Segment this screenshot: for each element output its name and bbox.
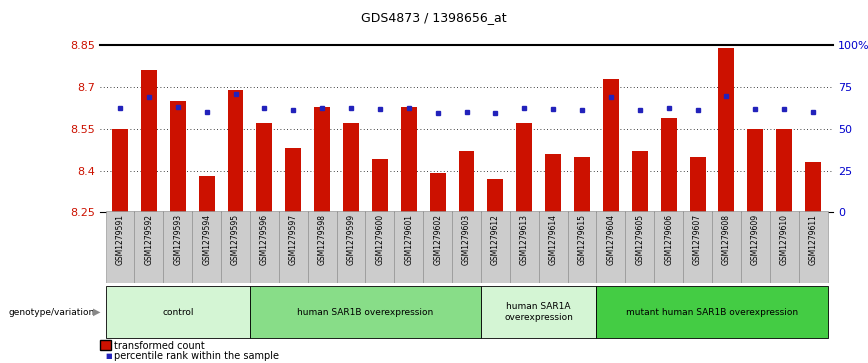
Bar [799,211,827,283]
Text: GSM1279615: GSM1279615 [577,214,587,265]
Bar [632,151,648,212]
Text: GSM1279609: GSM1279609 [751,214,760,265]
Bar [279,211,308,283]
Bar [170,101,186,212]
Bar [135,211,163,283]
Bar [430,174,445,212]
Text: GSM1279601: GSM1279601 [404,214,413,265]
Text: GSM1279592: GSM1279592 [144,214,154,265]
Text: genotype/variation: genotype/variation [9,308,95,317]
Bar [806,162,821,212]
Bar [510,211,539,283]
Text: control: control [162,308,194,317]
Text: GSM1279606: GSM1279606 [664,214,674,265]
Text: transformed count: transformed count [114,340,205,351]
Bar [458,151,475,212]
Bar [596,211,625,283]
Bar [747,129,763,212]
Bar [661,118,677,212]
Bar [250,211,279,283]
Bar [539,211,568,283]
Bar [683,211,712,283]
Text: GSM1279591: GSM1279591 [115,214,124,265]
Bar [199,176,214,212]
Bar [250,286,481,338]
Text: GSM1279602: GSM1279602 [433,214,442,265]
Bar [394,211,424,283]
Bar [401,107,417,212]
Bar [712,211,741,283]
Bar [603,79,619,212]
Text: GSM1279594: GSM1279594 [202,214,211,265]
Bar [481,211,510,283]
Text: percentile rank within the sample: percentile rank within the sample [114,351,279,362]
Text: GSM1279605: GSM1279605 [635,214,644,265]
Text: GSM1279611: GSM1279611 [809,214,818,265]
Text: GSM1279612: GSM1279612 [491,214,500,265]
Text: GSM1279600: GSM1279600 [376,214,385,265]
Bar [452,211,481,283]
Bar [545,154,561,212]
Bar [337,211,365,283]
Text: human SAR1A
overexpression: human SAR1A overexpression [504,302,573,322]
Bar [689,157,706,212]
Bar [343,123,359,212]
Bar [488,179,503,212]
Bar [625,211,654,283]
Bar [365,211,394,283]
Bar [770,211,799,283]
Text: GSM1279593: GSM1279593 [174,214,182,265]
Bar [574,157,590,212]
Bar [314,107,330,212]
Text: GSM1279599: GSM1279599 [346,214,356,265]
Text: GSM1279604: GSM1279604 [607,214,615,265]
Text: GSM1279610: GSM1279610 [779,214,789,265]
Bar [372,159,388,212]
Bar [106,211,135,283]
Bar [568,211,596,283]
Bar [719,48,734,212]
Bar [192,211,221,283]
Bar [481,286,596,338]
Bar [141,70,157,212]
Text: GSM1279603: GSM1279603 [462,214,471,265]
Bar [221,211,250,283]
Bar [106,286,250,338]
Text: mutant human SAR1B overexpression: mutant human SAR1B overexpression [626,308,798,317]
Text: GSM1279596: GSM1279596 [260,214,269,265]
Text: GSM1279613: GSM1279613 [520,214,529,265]
Text: GDS4873 / 1398656_at: GDS4873 / 1398656_at [361,11,507,24]
Bar [163,211,192,283]
Text: GSM1279614: GSM1279614 [549,214,557,265]
Bar [424,211,452,283]
Bar [654,211,683,283]
Text: GSM1279595: GSM1279595 [231,214,240,265]
Bar [112,129,128,212]
Text: ▶: ▶ [93,307,101,317]
Text: human SAR1B overexpression: human SAR1B overexpression [298,308,434,317]
Text: GSM1279597: GSM1279597 [289,214,298,265]
Bar [776,129,792,212]
Bar [286,148,301,212]
Text: GSM1279608: GSM1279608 [722,214,731,265]
Bar [596,286,827,338]
Text: GSM1279607: GSM1279607 [693,214,702,265]
Bar [516,123,532,212]
Bar [308,211,337,283]
Text: GSM1279598: GSM1279598 [318,214,326,265]
Bar [227,90,244,212]
Bar [741,211,770,283]
Bar [256,123,273,212]
Text: ■: ■ [105,354,112,359]
